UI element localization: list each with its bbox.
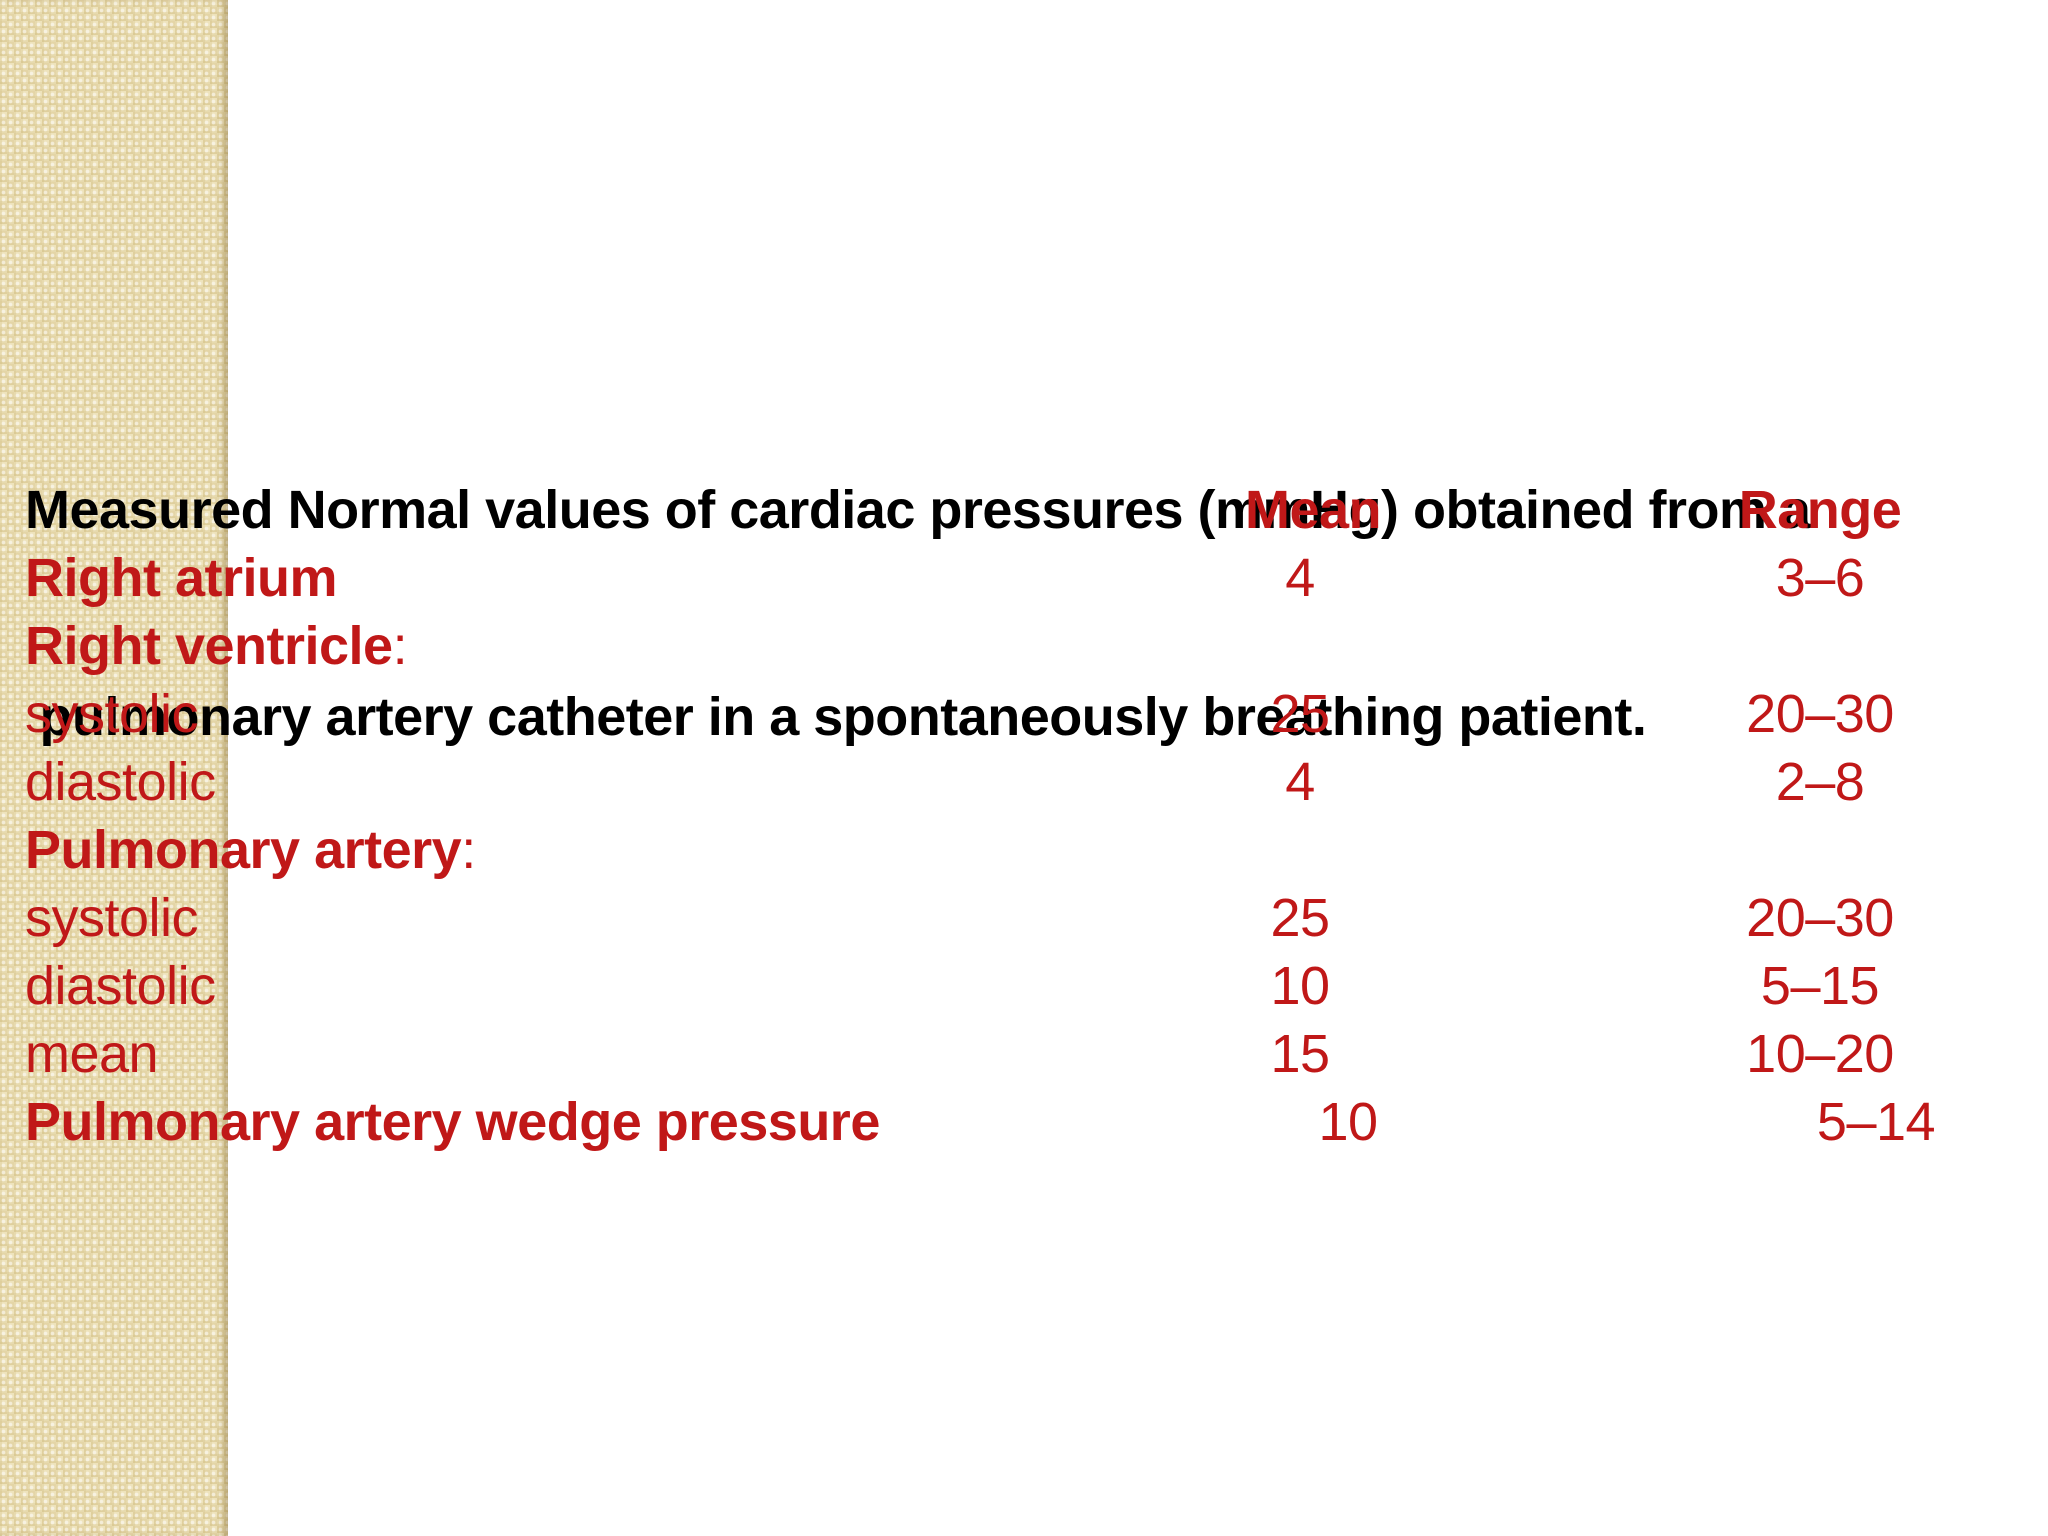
title-line-1: Measured Normal values of cardiac pressu… [25,480,1811,540]
range-value: 5–15 [1760,956,1880,1016]
table-row-pa-mean: mean 15 10–20 [0,1020,2048,1088]
column-header-range: Range [1738,480,1902,540]
mean-value: 10 [1318,1092,1378,1152]
row-label-text: mean [25,1024,159,1084]
table-row-rv-systolic: systolic 25 20–30 [0,680,2048,748]
row-label: systolic [25,680,199,748]
row-label: diastolic [25,748,216,816]
range-value: 3–6 [1775,548,1865,608]
row-label-text: Right atrium [25,548,338,608]
left-texture-stripe [0,0,228,1536]
row-label: Pulmonary artery wedge pressure [25,1088,880,1156]
row-label-text: systolic [25,888,199,948]
table-row-pulmonary-artery: Pulmonary artery: [0,816,2048,884]
row-label-text: diastolic [25,752,216,812]
row-label: systolic [25,884,199,952]
row-label: diastolic [25,952,216,1020]
table-row-pa-diastolic: diastolic 10 5–15 [0,952,2048,1020]
table-row-wedge-pressure: Pulmonary artery wedge pressure 10 5–14 [0,1088,2048,1156]
row-label-text: Pulmonary artery wedge pressure [25,1092,880,1152]
mean-value: 25 [1270,888,1330,948]
row-label-suffix: : [392,616,408,676]
row-label-text: Right ventricle [25,616,393,676]
table-row-rv-diastolic: diastolic 4 2–8 [0,748,2048,816]
range-value: 5–14 [1816,1092,1936,1152]
column-header-mean: Mean [1244,480,1382,540]
range-value: 20–30 [1746,888,1894,948]
mean-value: 4 [1285,548,1315,608]
mean-value: 15 [1270,1024,1330,1084]
row-label-text: systolic [25,684,199,744]
row-label: Pulmonary artery: [25,816,476,884]
row-label-suffix: : [461,820,476,880]
pressure-table: Mean Range Right atrium 4 3–6 Right vent… [0,476,2048,1156]
row-label: Right ventricle: [25,612,408,680]
table-row-right-atrium: Right atrium 4 3–6 [0,544,2048,612]
title-line-2: pulmonary artery catheter in a spontaneo… [25,687,1647,747]
mean-value: 25 [1270,684,1330,744]
row-label: mean [25,1020,159,1088]
mean-value: 10 [1270,956,1330,1016]
range-value: 20–30 [1746,684,1894,744]
table-row-pa-systolic: systolic 25 20–30 [0,884,2048,952]
row-label: Right atrium [25,544,338,612]
range-value: 10–20 [1746,1024,1894,1084]
row-label-text: diastolic [25,956,216,1016]
mean-value: 4 [1285,752,1315,812]
table-row-right-ventricle: Right ventricle: [0,612,2048,680]
table-header-row: Mean Range [0,476,2048,544]
range-value: 2–8 [1775,752,1865,812]
slide-title: Measured Normal values of cardiac pressu… [25,338,2005,890]
row-label-text: Pulmonary artery [25,820,462,880]
